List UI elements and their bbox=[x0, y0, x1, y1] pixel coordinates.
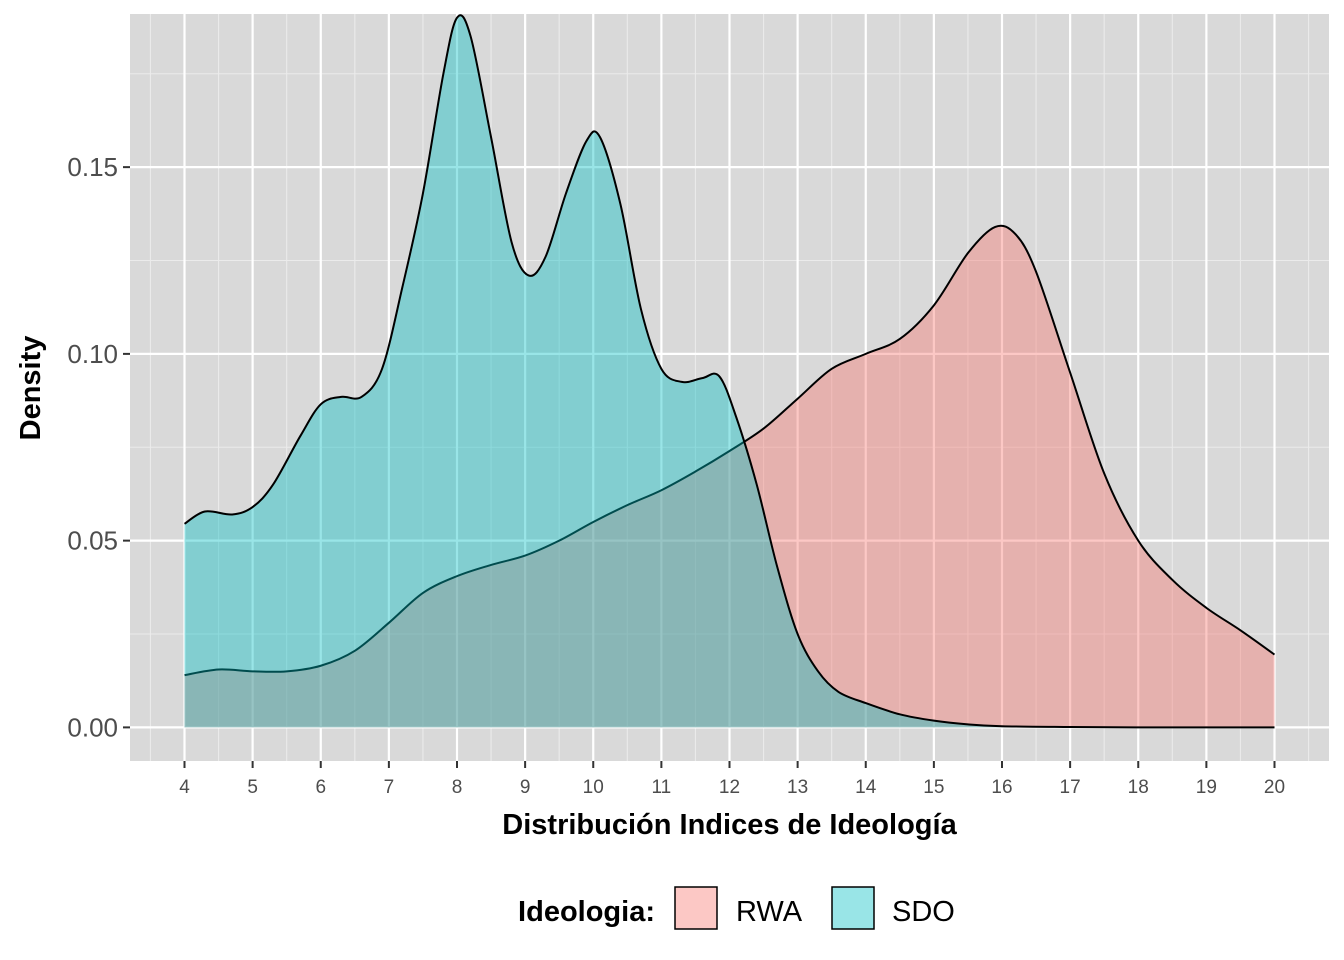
legend-label-sdo: SDO bbox=[892, 896, 955, 928]
x-axis-title: Distribución Indices de Ideología bbox=[502, 809, 957, 841]
y-tick-label: 0.15 bbox=[67, 152, 118, 182]
x-tick-label: 9 bbox=[520, 777, 531, 798]
density-areas bbox=[183, 14, 1276, 729]
x-tick-label: 16 bbox=[991, 777, 1012, 798]
y-tick-label: 0.10 bbox=[67, 339, 118, 369]
legend-key-sdo bbox=[831, 886, 875, 930]
y-axis-title: Density bbox=[15, 336, 47, 441]
legend-title: Ideologia: bbox=[518, 896, 655, 928]
x-tick-label: 20 bbox=[1264, 777, 1285, 798]
x-tick-label: 12 bbox=[719, 777, 740, 798]
area-rwa bbox=[184, 225, 1275, 728]
x-tick-label: 18 bbox=[1128, 777, 1149, 798]
x-tick-label: 4 bbox=[179, 777, 190, 798]
legend: Ideologia: RWA SDO bbox=[518, 886, 955, 930]
y-tick-label: 0.05 bbox=[67, 526, 118, 556]
y-tick-label: 0.00 bbox=[67, 712, 118, 742]
x-axis: 4 5 6 7 8 9 10 11 12 13 14 15 16 17 18 19 20 bbox=[179, 761, 1285, 798]
legend-key-rwa bbox=[674, 886, 718, 930]
x-tick-label: 14 bbox=[855, 777, 877, 798]
x-tick-label: 11 bbox=[652, 777, 672, 798]
grid-major bbox=[130, 14, 1329, 761]
area-sdo bbox=[184, 15, 1275, 728]
y-axis: 0.00 0.05 0.10 0.15 bbox=[67, 152, 130, 742]
x-tick-label: 15 bbox=[923, 777, 944, 798]
density-line-rwa bbox=[184, 224, 1276, 677]
x-tick-label: 13 bbox=[787, 777, 808, 798]
density-line-sdo bbox=[183, 14, 1275, 729]
legend-label-rwa: RWA bbox=[736, 896, 803, 928]
x-tick-label: 19 bbox=[1196, 777, 1217, 798]
x-tick-label: 8 bbox=[452, 777, 463, 798]
x-tick-label: 10 bbox=[583, 777, 604, 798]
x-tick-label: 6 bbox=[315, 777, 326, 798]
x-tick-label: 7 bbox=[384, 777, 395, 798]
x-tick-label: 17 bbox=[1060, 777, 1081, 798]
x-tick-label: 5 bbox=[247, 777, 258, 798]
